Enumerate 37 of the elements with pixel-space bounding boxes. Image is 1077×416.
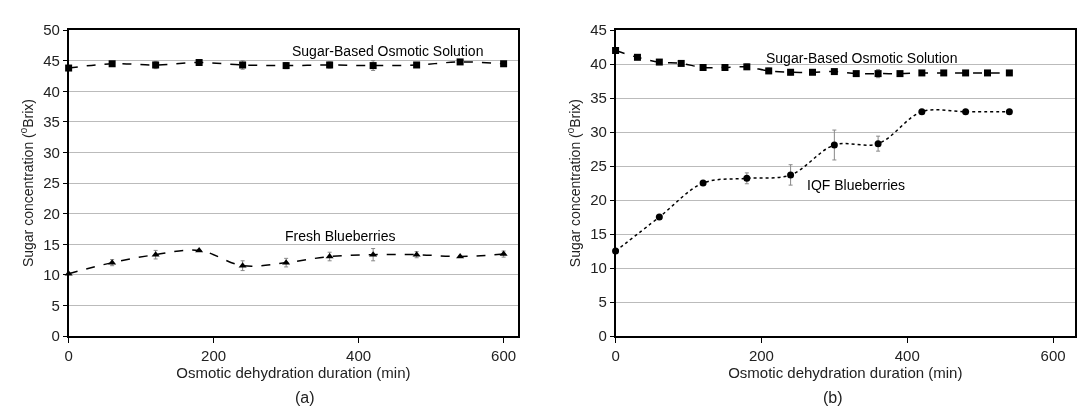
y-tick-label: 30 — [43, 143, 60, 161]
y-tick-label: 50 — [43, 21, 60, 39]
y-tick-label: 0 — [51, 327, 60, 345]
y-tick-label: 10 — [590, 259, 607, 277]
y-tick-label: 20 — [43, 204, 60, 222]
y-tick-label: 20 — [590, 191, 607, 209]
y-tick-label: 35 — [590, 89, 607, 107]
series-label: IQF Blueberries — [807, 177, 906, 193]
y-tick-label: 15 — [43, 235, 60, 253]
series-label: Sugar-Based Osmotic Solution — [292, 43, 484, 59]
y-tick-label: 35 — [43, 113, 60, 131]
x-tick-label: 600 — [491, 346, 517, 364]
series-label: Sugar-Based Osmotic Solution — [766, 50, 958, 66]
x-axis-title: Osmotic dehydration duration (min) — [728, 363, 963, 381]
x-tick-label: 200 — [748, 346, 774, 364]
y-tick-label: 45 — [43, 51, 60, 69]
text: (b) — [823, 389, 843, 406]
series-label: Fresh Blueberries — [285, 228, 396, 244]
text: (a) — [295, 389, 315, 406]
x-tick-label: 600 — [1040, 346, 1066, 364]
y-tick-label: 15 — [590, 225, 607, 243]
y-tick-label: 25 — [43, 174, 60, 192]
y-tick-label: 0 — [598, 327, 607, 345]
y-tick-label: 5 — [598, 293, 607, 311]
y-tick-label: 10 — [43, 266, 60, 284]
y-tick-label: 45 — [590, 21, 607, 39]
y-tick-label: 25 — [590, 157, 607, 175]
x-axis-title: Osmotic dehydration duration (min) — [176, 363, 411, 381]
x-tick-label: 0 — [64, 346, 73, 364]
y-tick-label: 40 — [43, 82, 60, 100]
y-tick-label: 5 — [51, 296, 60, 314]
x-tick-label: 400 — [894, 346, 920, 364]
x-tick-label: 200 — [201, 346, 227, 364]
y-tick-label: 30 — [590, 123, 607, 141]
x-tick-label: 400 — [346, 346, 372, 364]
x-tick-label: 0 — [611, 346, 620, 364]
y-tick-label: 40 — [590, 55, 607, 73]
